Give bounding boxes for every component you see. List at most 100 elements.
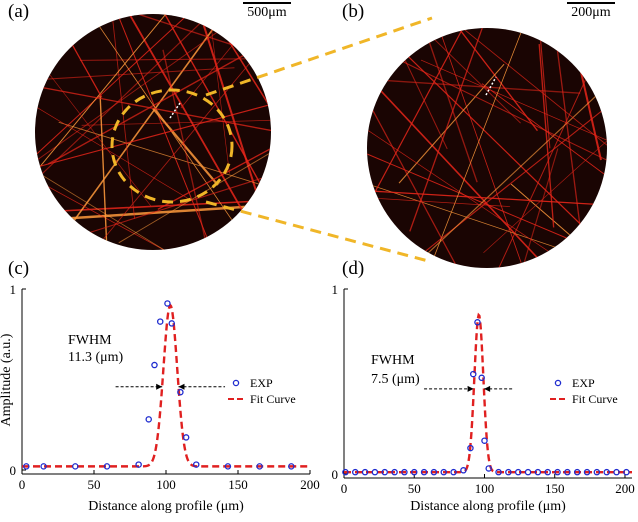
data-point — [505, 468, 512, 476]
fiber — [88, 14, 271, 250]
fwhm-value: 11.3 (μm) — [68, 350, 124, 365]
fiber — [58, 121, 271, 205]
x-tick-label: 0 — [19, 477, 26, 492]
data-point — [256, 463, 263, 470]
fiber — [378, 28, 607, 251]
fiber — [35, 67, 235, 88]
fiber — [35, 14, 189, 156]
data-point — [23, 463, 30, 470]
zoom-connector-bottom — [205, 200, 433, 264]
fiber — [35, 116, 201, 250]
data-point — [156, 318, 164, 325]
fiber — [99, 96, 109, 250]
data-point — [623, 468, 630, 476]
fwhm-arrowhead-right — [178, 383, 185, 390]
panel-label-b: (b) — [342, 1, 365, 22]
fiber — [535, 28, 551, 149]
fiber — [35, 14, 152, 207]
fiber — [367, 34, 498, 268]
data-point — [495, 468, 502, 476]
x-tick-label: 200 — [300, 477, 320, 492]
data-point — [534, 468, 542, 476]
data-point — [351, 468, 359, 476]
panel-label-c: (c) — [8, 258, 30, 279]
fwhm-label: FWHM — [371, 353, 415, 368]
x-tick-label: 150 — [228, 477, 248, 492]
fiber — [199, 14, 230, 174]
scale-bar-label: 200μm — [571, 5, 611, 20]
data-point — [103, 463, 111, 470]
fiber — [35, 199, 271, 214]
legend-label-fit: Fit Curve — [250, 392, 296, 406]
fiber — [157, 122, 271, 210]
data-point — [613, 468, 620, 476]
fwhm-arrowhead-left — [156, 383, 163, 390]
data-point — [485, 465, 492, 472]
data-point — [603, 468, 610, 476]
fiber — [367, 51, 607, 268]
fiber — [98, 14, 136, 219]
y-axis-label: Amplitude (a.u.) — [0, 333, 14, 426]
fiber — [367, 186, 607, 211]
microscope-field-b — [367, 28, 607, 268]
data-point — [474, 319, 481, 326]
data-point — [430, 468, 438, 476]
panel-label-d: (d) — [342, 258, 365, 279]
x-tick-label: 0 — [341, 481, 348, 496]
data-point — [164, 300, 171, 307]
data-point — [544, 468, 551, 476]
data-point — [524, 468, 532, 476]
data-point — [467, 444, 474, 452]
x-tick-label: 150 — [545, 481, 565, 496]
fiber — [502, 148, 559, 268]
fiber — [367, 164, 578, 256]
fiber — [423, 28, 478, 183]
fiber — [367, 28, 508, 268]
data-point — [182, 434, 190, 441]
x-tick-label: 50 — [408, 481, 421, 496]
fiber — [418, 28, 607, 258]
scale-bar-label: 500μm — [247, 5, 287, 20]
fiber — [420, 59, 607, 144]
data-point — [151, 361, 158, 369]
data-point — [361, 468, 369, 476]
panel-label-a: (a) — [8, 1, 30, 22]
fiber — [538, 43, 555, 228]
data-point — [177, 388, 184, 396]
fiber — [367, 75, 548, 268]
fiber — [35, 14, 271, 169]
x-tick-label: 100 — [156, 477, 176, 492]
scale-bar-line — [243, 2, 291, 4]
data-point — [168, 320, 176, 327]
microscope-image-a — [35, 14, 271, 250]
data-point — [573, 468, 581, 476]
fiber — [367, 74, 581, 94]
fiber — [35, 105, 271, 250]
data-point — [460, 467, 467, 474]
data-point — [440, 468, 447, 476]
data-point — [40, 463, 47, 470]
fiber — [52, 14, 225, 250]
data-point — [145, 416, 152, 423]
data-point — [450, 468, 457, 476]
data-point — [593, 468, 601, 476]
y-tick-label: 0 — [10, 463, 17, 478]
legend-label-exp: EXP — [250, 376, 273, 390]
fiber — [35, 56, 188, 199]
zoom-indicator — [110, 16, 433, 264]
data-point — [135, 461, 142, 468]
legend-label-exp: EXP — [572, 376, 595, 390]
data-point — [371, 468, 379, 476]
fwhm-arrowhead-right — [484, 385, 491, 392]
fiber — [409, 28, 499, 232]
scale-bar-line — [567, 2, 615, 4]
data-point — [342, 468, 349, 476]
fiber — [431, 28, 538, 132]
y-tick-label: 0 — [332, 467, 339, 482]
fiber — [367, 28, 607, 166]
data-point — [410, 468, 418, 476]
x-axis-label: Distance along profile (μm) — [88, 499, 244, 514]
chart-d: Distance along profile (μm) FWHM 7.5 (μm… — [332, 282, 635, 514]
legend-marker-exp — [554, 379, 562, 387]
